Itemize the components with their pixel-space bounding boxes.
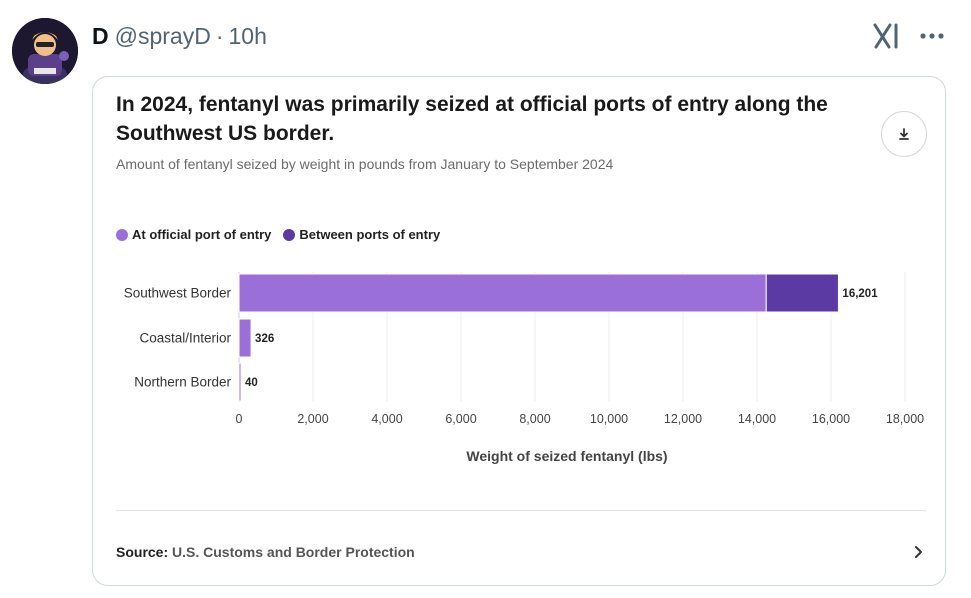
- legend-swatch-between: [283, 228, 296, 241]
- x-tick-label: 0: [236, 412, 243, 426]
- x-tick-label: 2,000: [297, 412, 328, 426]
- chart-subtitle: Amount of fentanyl seized by weight in p…: [116, 156, 614, 172]
- tweet-timestamp[interactable]: 10h: [228, 23, 267, 49]
- download-button[interactable]: [881, 111, 927, 157]
- author-name[interactable]: D: [92, 23, 109, 49]
- grok-icon[interactable]: [872, 22, 902, 50]
- chart-card[interactable]: In 2024, fentanyl was primarily seized a…: [92, 76, 946, 586]
- x-tick-label: 10,000: [590, 412, 628, 426]
- source-line[interactable]: Source: U.S. Customs and Border Protecti…: [116, 543, 415, 561]
- category-label: Northern Border: [134, 375, 231, 390]
- legend-item: Between ports of entry: [283, 227, 440, 242]
- x-tick-label: 18,000: [886, 412, 924, 426]
- bar-chart: 0 2,000 4,000 6,000 8,000 10,000 12,000 14,000 1…: [124, 272, 924, 464]
- card-divider: [116, 510, 926, 511]
- x-tick-label: 8,000: [519, 412, 550, 426]
- author-handle[interactable]: @sprayD: [114, 23, 211, 49]
- bar-segment-official: [238, 318, 252, 358]
- x-tick-label: 6,000: [445, 412, 476, 426]
- x-tick-label: 16,000: [812, 412, 850, 426]
- x-tick-label: 12,000: [664, 412, 702, 426]
- data-label: 326: [255, 333, 274, 345]
- legend-item: At official port of entry: [116, 227, 271, 242]
- legend-label: At official port of entry: [132, 227, 272, 242]
- chart-title: In 2024, fentanyl was primarily seized a…: [116, 93, 828, 145]
- source-value: U.S. Customs and Border Protection: [172, 544, 415, 560]
- avatar-cartoon-icon: [12, 18, 78, 84]
- data-label: 16,201: [842, 288, 878, 300]
- category-label: Southwest Border: [124, 286, 232, 301]
- x-tick-label: 14,000: [738, 412, 776, 426]
- more-horizontal-icon[interactable]: [918, 24, 946, 48]
- source-label: Source:: [116, 544, 169, 560]
- legend-label: Between ports of entry: [299, 227, 441, 242]
- chart-legend: At official port of entry Between ports …: [116, 227, 440, 242]
- tweet-header: D @sprayD · 10h: [92, 22, 267, 50]
- x-axis-label: Weight of seized fentanyl (lbs): [466, 448, 667, 464]
- chevron-right-icon[interactable]: [911, 545, 925, 559]
- bar-segment-between: [765, 273, 839, 313]
- separator-dot: ·: [215, 23, 224, 49]
- avatar[interactable]: [12, 18, 78, 84]
- x-tick-label: 4,000: [371, 412, 402, 426]
- bar-segment-official: [238, 362, 242, 402]
- download-icon: [899, 128, 909, 140]
- bar-segment-official: [238, 273, 767, 313]
- category-label: Coastal/Interior: [139, 331, 231, 346]
- data-label: 40: [245, 377, 258, 389]
- legend-swatch-official: [116, 228, 128, 241]
